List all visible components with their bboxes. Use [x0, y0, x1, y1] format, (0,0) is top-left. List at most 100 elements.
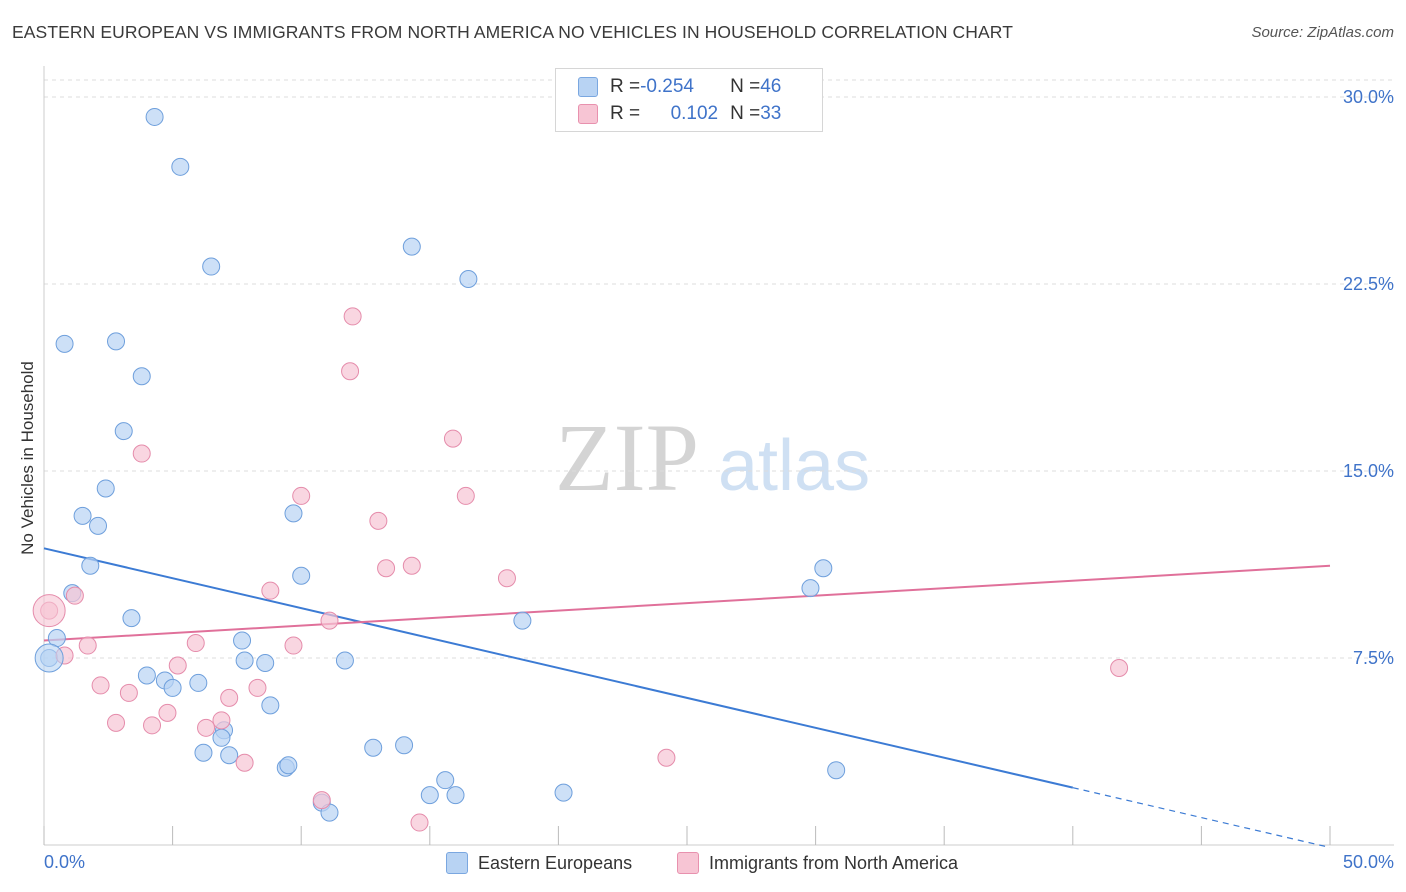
data-point [402, 237, 421, 256]
data-point [369, 511, 388, 530]
data-point [145, 107, 164, 126]
data-point [235, 651, 254, 670]
data-point [55, 334, 74, 353]
data-point [189, 673, 208, 692]
r-value: -0.254 [640, 76, 694, 97]
r-value: 0.102 [670, 103, 719, 124]
data-point [420, 786, 439, 805]
data-point [446, 786, 465, 805]
data-point [443, 429, 462, 448]
data-point [284, 636, 303, 655]
x-tick-label-max: 50.0% [1342, 852, 1394, 872]
data-point [158, 703, 177, 722]
data-point [1110, 658, 1129, 677]
data-point [114, 422, 133, 441]
data-point [202, 257, 221, 276]
data-point [335, 651, 354, 670]
data-point [186, 634, 205, 653]
trend-line-extension [1072, 787, 1331, 849]
data-point [256, 653, 275, 672]
legend-label: Immigrants from North America [709, 852, 959, 873]
r-label: R = [610, 76, 641, 97]
data-point [827, 761, 846, 780]
data-point [91, 676, 110, 695]
legend-item-immigrants-north-america: Immigrants from North America [677, 852, 958, 874]
data-point [132, 367, 151, 386]
n-value: 33 [760, 103, 782, 124]
pink-swatch-icon [677, 852, 699, 874]
data-point [377, 559, 396, 578]
series-legend: Eastern Europeans Immigrants from North … [0, 852, 1406, 878]
x-tick-label-min: 0.0% [44, 852, 86, 872]
n-label: N = [730, 76, 761, 97]
data-point [65, 586, 84, 605]
y-tick-label: 15.0% [1343, 461, 1394, 481]
data-point [456, 486, 475, 505]
data-point [212, 711, 231, 730]
n-value: 46 [760, 76, 782, 97]
y-tick-label: 30.0% [1343, 87, 1394, 107]
data-point [436, 771, 455, 790]
trend-lines [43, 547, 1331, 849]
y-tick-label: 7.5% [1353, 648, 1394, 668]
legend-row-immigrants-north-america: R = 0.102 N = 33 [578, 102, 781, 126]
legend-label: Eastern Europeans [478, 852, 633, 873]
data-point [233, 631, 252, 650]
data-point [32, 594, 66, 628]
data-point [341, 362, 360, 381]
data-point [194, 743, 213, 762]
data-point [137, 666, 156, 685]
data-point [96, 479, 115, 498]
data-point [312, 791, 331, 810]
data-point [279, 756, 298, 775]
data-point [410, 813, 429, 832]
data-point [343, 307, 362, 326]
data-point [261, 581, 280, 600]
trend-line-immigrants-north-america [43, 564, 1331, 642]
data-points [32, 107, 1129, 832]
data-point [81, 556, 100, 575]
chart-title: EASTERN EUROPEAN VS IMMIGRANTS FROM NORT… [12, 22, 1014, 42]
y-tick-label: 22.5% [1343, 274, 1394, 294]
source-label: Source: ZipAtlas.com [1251, 24, 1394, 41]
data-point [171, 157, 190, 176]
data-point [292, 566, 311, 585]
data-point [248, 678, 267, 697]
data-point [107, 713, 126, 732]
data-point [657, 748, 676, 767]
blue-swatch-icon [446, 852, 468, 874]
data-point [119, 683, 138, 702]
legend-row-eastern-europeans: R = -0.254 N = 46 [578, 75, 781, 99]
data-point [292, 486, 311, 505]
blue-swatch-icon [578, 77, 598, 97]
data-point [220, 746, 239, 765]
watermark-atlas: atlas [718, 426, 870, 506]
data-point [73, 506, 92, 525]
data-point [34, 643, 64, 673]
data-point [212, 728, 231, 747]
data-point [513, 611, 532, 630]
data-point [143, 716, 162, 735]
data-point [459, 270, 478, 289]
data-point [89, 516, 108, 535]
watermark: ZIP atlas [555, 404, 870, 511]
data-point [402, 556, 421, 575]
data-point [284, 504, 303, 523]
r-label: R = [610, 103, 641, 124]
data-point [497, 569, 516, 588]
data-point [801, 579, 820, 598]
data-point [163, 678, 182, 697]
data-point [814, 559, 833, 578]
pink-swatch-icon [578, 104, 598, 124]
watermark-zip: ZIP [555, 404, 699, 511]
data-point [78, 636, 97, 655]
data-point [261, 696, 280, 715]
data-point [220, 688, 239, 707]
data-point [235, 753, 254, 772]
data-point [197, 718, 216, 737]
data-point [122, 609, 141, 628]
data-point [107, 332, 126, 351]
data-point [132, 444, 151, 463]
data-point [320, 611, 339, 630]
trend-line-eastern-europeans [43, 547, 1074, 789]
